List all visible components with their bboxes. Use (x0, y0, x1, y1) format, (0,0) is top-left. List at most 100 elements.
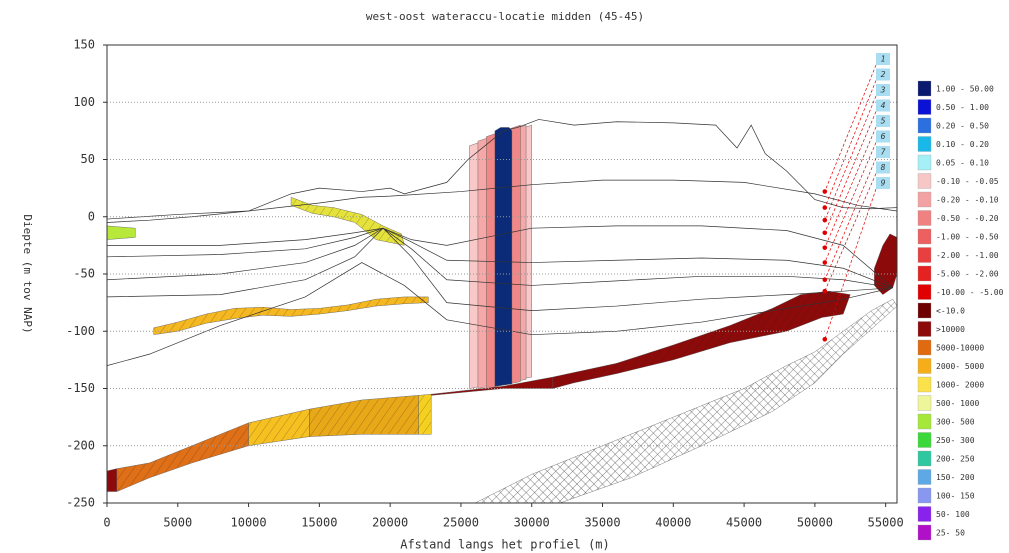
x-tick-label: 40000 (655, 516, 691, 530)
legend-swatch (917, 395, 932, 411)
legend-label: 1000- 2000 (936, 381, 984, 390)
legend-label: -1.00 - -0.50 (936, 233, 999, 242)
legend-swatch (917, 524, 932, 541)
borehole-label: 7 (881, 148, 886, 157)
borehole-box (876, 177, 890, 189)
legend-swatch (917, 432, 932, 448)
legend-label: 0.05 - 0.10 (936, 159, 989, 168)
marker (822, 205, 828, 210)
legend-label: -10.00 - -5.00 (936, 288, 1004, 297)
borehole-line (824, 64, 877, 192)
layer-body (494, 127, 513, 387)
layer-line (107, 227, 893, 289)
y-axis-label: Diepte (m tov NAP) (21, 214, 34, 333)
legend-label: -0.50 - -0.20 (936, 214, 999, 223)
legend-label: 5000-10000 (936, 344, 984, 353)
legend-label: -0.20 - -0.10 (936, 196, 999, 205)
marker (822, 230, 828, 236)
marker (822, 245, 828, 250)
legend-swatch (917, 358, 932, 374)
legend-swatch (917, 413, 932, 430)
marker (822, 288, 828, 294)
legend-label: 50- 100 (936, 510, 970, 519)
x-tick-label: 20000 (372, 516, 408, 530)
y-tick-label: -150 (66, 381, 95, 395)
layer-line (107, 225, 893, 289)
borehole-box (876, 68, 890, 81)
borehole-box (876, 146, 890, 158)
marker (822, 189, 828, 194)
legend-swatch (917, 321, 932, 337)
borehole-line (824, 188, 877, 340)
x-tick-label: 45000 (726, 516, 762, 530)
borehole-label: 1 (881, 55, 886, 64)
legend-swatch (917, 228, 932, 245)
legend-label: 150- 200 (936, 473, 975, 482)
legend-swatch (917, 339, 932, 356)
legend-label: 25- 50 (936, 529, 965, 538)
legend-swatch (917, 506, 932, 522)
marker (822, 336, 828, 342)
legend-swatch (917, 487, 932, 504)
marker (822, 277, 828, 283)
borehole-label: 6 (881, 132, 886, 141)
borehole-box (876, 130, 890, 143)
legend-label: 0.10 - 0.20 (936, 140, 989, 149)
x-tick-label: 25000 (443, 516, 479, 530)
y-tick-label: 0 (88, 209, 95, 223)
legend-swatch (917, 450, 932, 467)
borehole-label: 3 (880, 86, 886, 95)
legend-swatch (917, 210, 932, 226)
layer-body (107, 225, 136, 240)
y-tick-label: 150 (73, 38, 95, 52)
legend-label: 1.00 - 50.00 (936, 85, 994, 94)
borehole-label: 8 (881, 163, 886, 172)
borehole-box (876, 115, 890, 127)
layer-hatch (248, 409, 310, 446)
legend-swatch (917, 376, 932, 393)
borehole-label: 9 (881, 179, 886, 188)
legend-label: 200- 250 (936, 455, 975, 464)
layer-line (107, 227, 893, 311)
layer-line (107, 262, 893, 366)
x-tick-label: 10000 (231, 516, 267, 530)
chart-title: west-oost wateraccu-locatie midden (45-4… (366, 10, 644, 23)
x-tick-label: 35000 (584, 516, 620, 530)
legend-label: 0.50 - 1.00 (936, 103, 989, 112)
legend-label: 500- 1000 (936, 399, 980, 408)
layer-line (107, 119, 897, 223)
x-tick-label: 30000 (514, 516, 550, 530)
marker (822, 217, 828, 223)
borehole-line (824, 126, 877, 248)
legend-label: 2000- 5000 (936, 362, 984, 371)
x-tick-label: 55000 (868, 516, 904, 530)
legend-label: 0.20 - 0.50 (936, 122, 989, 131)
layer-line (107, 227, 893, 289)
legend-label: 300- 500 (936, 418, 975, 427)
borehole-box (876, 53, 890, 65)
y-tick-label: 100 (73, 95, 95, 109)
borehole-label: 4 (881, 101, 886, 110)
legend-swatch (917, 80, 932, 97)
legend-label: >10000 (936, 325, 965, 334)
legend-swatch (917, 173, 932, 189)
y-tick-label: -200 (66, 438, 95, 452)
x-tick-label: 15000 (301, 516, 337, 530)
legend-label: -2.00 - -1.00 (936, 251, 999, 260)
x-tick-label: 5000 (163, 516, 192, 530)
borehole-line (824, 157, 877, 280)
layer-line (107, 179, 897, 220)
legend-swatch (917, 265, 932, 282)
legend-label: -5.00 - -2.00 (936, 270, 999, 279)
legend-label: 100- 150 (936, 492, 975, 501)
borehole-line (824, 173, 877, 292)
legend-swatch (917, 99, 932, 115)
borehole-line (824, 80, 877, 208)
borehole-box (876, 161, 890, 174)
legend-swatch (917, 469, 932, 485)
plot-frame (106, 44, 898, 504)
legend-swatch (917, 284, 932, 300)
y-tick-label: 50 (81, 152, 95, 166)
layer-hatch (291, 197, 405, 246)
